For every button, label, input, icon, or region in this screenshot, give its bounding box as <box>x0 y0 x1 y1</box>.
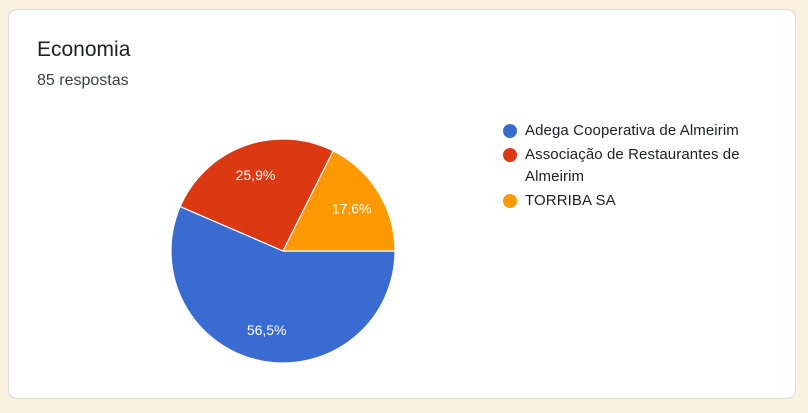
summary-card: Economia 85 respostas 56,5% 25,9% 17,6% Ad… <box>8 9 796 399</box>
pie-slice[interactable] <box>282 150 396 252</box>
pie-slice[interactable] <box>179 138 334 252</box>
legend-item-label: TORRIBA SA <box>525 192 616 209</box>
question-title: Economia <box>37 38 131 61</box>
legend-item: Adega Cooperativa de Almeirim <box>503 120 769 142</box>
chart-legend: Adega Cooperativa de Almeirim Associação … <box>503 120 769 214</box>
responses-count: 85 respostas <box>37 72 129 89</box>
legend-item-label: Adega Cooperativa de Almeirim <box>525 122 739 139</box>
legend-item: Associação de Restaurantes de Almeirim <box>503 144 769 188</box>
legend-swatch-icon <box>503 148 517 162</box>
pie-chart: 56,5% 25,9% 17,6% Adega Cooperativa de Alm… <box>9 10 795 398</box>
legend-swatch-icon <box>503 124 517 138</box>
pie-slice-label: 17,6% <box>332 201 372 217</box>
legend-item: TORRIBA SA <box>503 190 769 212</box>
pie-svg: 56,5% 25,9% 17,6% <box>170 138 396 364</box>
legend-item-label: Associação de Restaurantes de Almeirim <box>525 146 740 185</box>
pie-slice-label: 56,5% <box>247 322 287 338</box>
pie-slice-label: 25,9% <box>236 167 276 183</box>
legend-swatch-icon <box>503 194 517 208</box>
pie-slice[interactable] <box>170 205 396 364</box>
